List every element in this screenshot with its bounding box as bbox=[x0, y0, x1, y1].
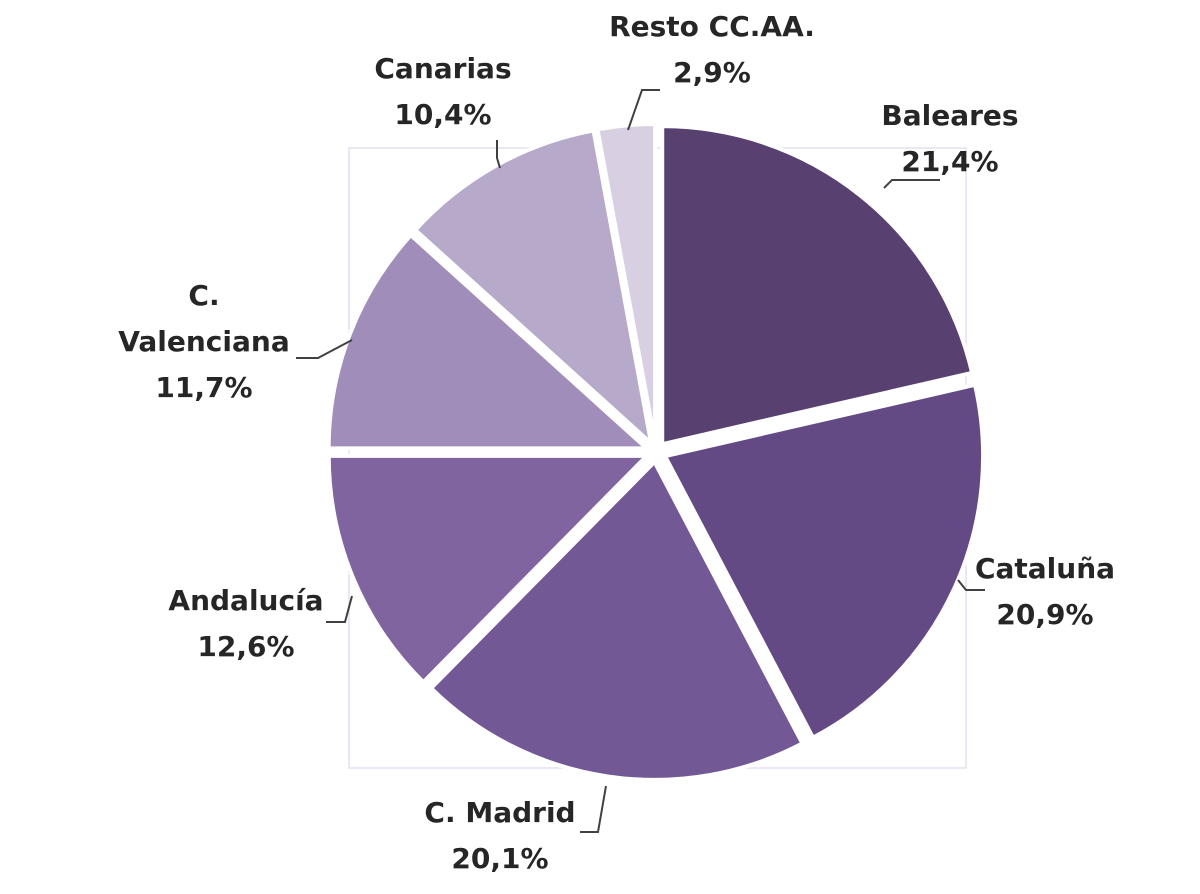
leader-line bbox=[296, 339, 353, 359]
pie-slice-baleares bbox=[660, 124, 975, 447]
data-label: Resto CC.AA. 2,9% bbox=[609, 10, 815, 89]
data-label-category: Baleares bbox=[881, 99, 1018, 132]
data-label: Canarias 10,4% bbox=[374, 52, 511, 131]
data-label-value: 11,7% bbox=[155, 371, 252, 404]
data-label-category: C. Madrid bbox=[424, 796, 575, 829]
data-label: Cataluña 20,9% bbox=[975, 552, 1115, 631]
data-label-category: C. bbox=[188, 279, 219, 312]
leader-line bbox=[627, 89, 660, 131]
leader-line bbox=[326, 595, 353, 623]
pie-slice-catalu-a bbox=[662, 382, 986, 741]
pie-slice-c-madrid bbox=[428, 458, 806, 782]
data-label-value: 2,9% bbox=[673, 56, 751, 89]
pie-slice-andaluc-a bbox=[326, 453, 652, 685]
leader-line bbox=[496, 140, 501, 169]
data-label-category: Cataluña bbox=[975, 552, 1115, 585]
leader-line bbox=[883, 179, 940, 189]
data-label-value: 20,9% bbox=[996, 598, 1093, 631]
data-label-category: Canarias bbox=[374, 52, 511, 85]
data-label: Andalucía 12,6% bbox=[168, 584, 323, 663]
data-label-value: 10,4% bbox=[394, 98, 491, 131]
slice-labels: Baleares 21,4% Cataluña 20,9% C. Madrid 20,1%… bbox=[118, 10, 1115, 875]
pie-slices bbox=[326, 122, 986, 782]
data-label: Baleares 21,4% bbox=[881, 99, 1018, 178]
pie-slice-canarias bbox=[412, 128, 655, 449]
data-label: C. Madrid 20,1% bbox=[424, 796, 575, 875]
pie-slice-resto-cc-aa bbox=[595, 122, 658, 443]
data-label-category: Valenciana bbox=[118, 325, 289, 358]
data-label-value: 21,4% bbox=[901, 145, 998, 178]
leader-lines bbox=[296, 89, 985, 833]
data-label: C. Valenciana 11,7% bbox=[118, 279, 289, 404]
data-label-value: 20,1% bbox=[451, 842, 548, 875]
leader-line bbox=[580, 785, 607, 833]
leader-line bbox=[957, 579, 985, 591]
data-label-category: Andalucía bbox=[168, 584, 323, 617]
data-label-category: Resto CC.AA. bbox=[609, 10, 815, 43]
data-label-value: 12,6% bbox=[197, 630, 294, 663]
pie-slice-c-valenciana bbox=[326, 232, 652, 451]
